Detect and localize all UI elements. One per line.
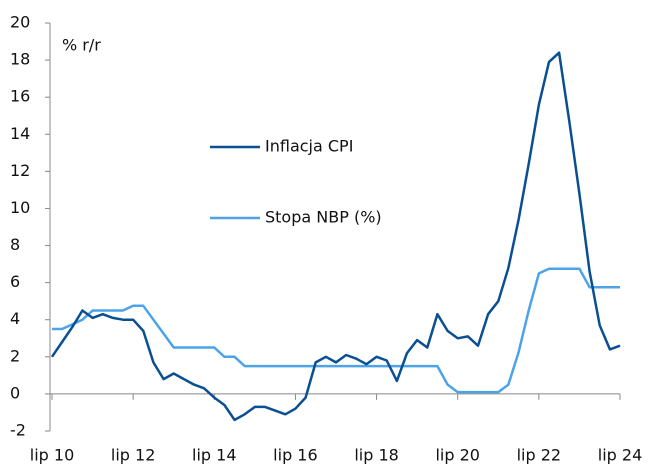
y-tick-label: 12 [10,161,30,180]
x-tick-label: lip 12 [111,446,156,465]
x-tick-label: lip 14 [192,446,237,465]
y-tick-label: 0 [10,383,20,402]
x-tick-label: lip 10 [30,446,75,465]
y-tick-label: 4 [10,309,20,328]
legend-label: Inflacja CPI [265,137,353,156]
y-tick-label: 20 [10,13,30,32]
y-tick-label: 6 [10,272,20,291]
x-tick-label: lip 24 [598,446,643,465]
y-tick-label: 14 [10,124,30,143]
y-tick-label: 8 [10,235,20,254]
y-tick-label: 16 [10,87,30,106]
y-tick-label: 10 [10,198,30,217]
y-tick-label: 2 [10,346,20,365]
x-tick-label: lip 16 [273,446,318,465]
y-axis-label: % r/r [62,36,101,55]
x-tick-label: lip 20 [435,446,480,465]
legend-label: Stopa NBP (%) [265,208,382,227]
line-series [52,267,620,394]
y-tick-label: -2 [10,421,26,440]
y-tick-label: 18 [10,50,30,69]
line-series [50,51,621,422]
x-tick-label: lip 22 [517,446,562,465]
x-tick-label: lip 18 [354,446,399,465]
